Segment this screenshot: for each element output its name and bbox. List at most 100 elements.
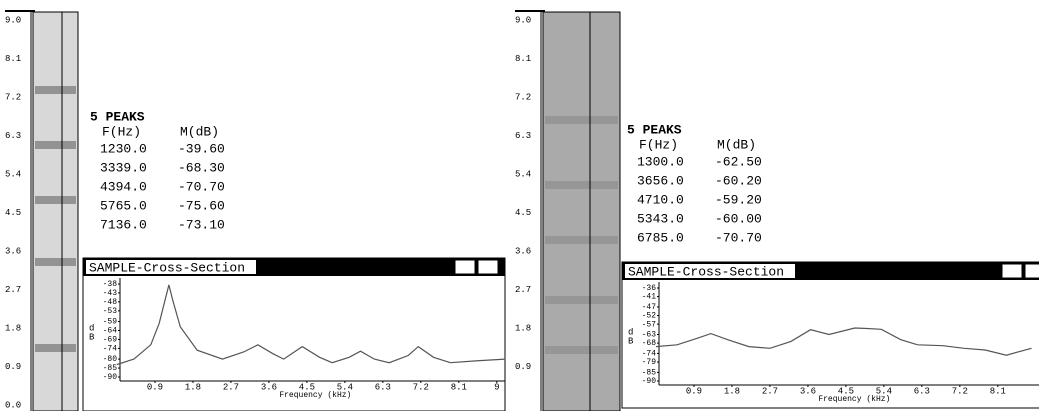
y-tick-label: -90 [642, 377, 657, 386]
y-tick-label: -48 [103, 298, 118, 307]
panel: 9.0 8.1 7.2 6.3 5.4 4.5 3.6 2.7 1.8 0.9 5 PEAKSF(H… [515, 10, 1039, 411]
x-label: Frequency (kHz) [818, 395, 890, 404]
peaks-column: M(dB) [717, 137, 756, 152]
axis-bar [5, 10, 35, 12]
cross-section-curve [655, 327, 1032, 356]
window [82, 257, 506, 411]
peaks-cell: -60.00 [715, 211, 762, 226]
strip-tick-label: 3.6 [5, 246, 21, 256]
peaks-cell: 4394.0 [100, 179, 147, 194]
strip-tick-label: 2.7 [515, 285, 531, 295]
y-tick-label: -68 [642, 339, 657, 348]
strip-tick-label: 7.2 [5, 92, 21, 102]
formant-band [545, 346, 618, 354]
peaks-title: 5 PEAKS [627, 122, 682, 137]
formant-band [545, 296, 618, 304]
strip-tick-label: 0.9 [515, 362, 531, 372]
y-tick-label: -63 [642, 331, 657, 340]
formant-band [35, 141, 76, 149]
x-tick-label: 4.5 [838, 386, 854, 396]
x-tick-label: 2.7 [762, 386, 778, 396]
window-button[interactable] [1001, 263, 1023, 279]
peaks-title: 5 PEAKS [90, 109, 145, 124]
spectrogram-strip [542, 11, 621, 411]
formant-band [35, 344, 76, 352]
peaks-cell: -73.10 [178, 217, 225, 232]
strip-tick-label: 7.2 [515, 92, 531, 102]
y-tick-label: -47 [642, 303, 657, 312]
panel: 9.0 8.1 7.2 6.3 5.4 4.5 3.6 2.7 1.8 0.9 0.0 5 PEAKS… [5, 10, 506, 411]
peaks-cell: 5343.0 [637, 211, 684, 226]
strip-tick-label: 4.5 [515, 208, 531, 218]
y-tick-label: -74 [103, 344, 118, 353]
y-tick-label: -80 [103, 355, 118, 364]
strip-tick-label: 6.3 [515, 131, 531, 141]
x-tick-label: 5.4 [337, 382, 353, 392]
peaks-column: F(Hz) [639, 137, 678, 152]
formant-band [545, 181, 618, 189]
strip-tick-label: 0.9 [5, 362, 21, 372]
window-title: SAMPLE-Cross-Section [89, 260, 245, 275]
peaks-cell: 4710.0 [637, 192, 684, 207]
formant-band [35, 196, 76, 204]
formant-band [35, 258, 76, 266]
y-tick-label: -85 [103, 364, 118, 373]
x-tick-label: 0.9 [147, 382, 163, 392]
strip-tick-label: 9.0 [5, 15, 21, 25]
peaks-cell: 5765.0 [100, 198, 147, 213]
y-label: B [628, 336, 634, 346]
strip-tick-label: 8.1 [5, 54, 21, 64]
peaks-cell: -59.20 [715, 192, 762, 207]
formant-band [35, 86, 76, 94]
x-tick-label: 7.2 [952, 386, 968, 396]
cross-section-curve [116, 284, 506, 366]
peaks-cell: 1300.0 [637, 154, 684, 169]
strip-tick-label: 4.5 [5, 208, 21, 218]
strip-tick-label: 1.8 [5, 323, 21, 333]
x-label: Frequency (kHz) [279, 391, 351, 400]
strip-tick-label: 3.6 [515, 246, 531, 256]
x-tick-label: 2.7 [223, 382, 239, 392]
y-tick-label: -59 [103, 318, 118, 327]
x-tick-label: 9 [494, 382, 499, 392]
formant-band [545, 236, 618, 244]
y-label: B [89, 332, 95, 342]
strip-tick-label: 8.1 [515, 54, 531, 64]
y-tick-label: -79 [642, 358, 657, 367]
peaks-cell: 3656.0 [637, 173, 684, 188]
x-tick-label: 5.4 [876, 386, 892, 396]
y-tick-label: -57 [642, 320, 657, 329]
x-tick-label: 6.3 [914, 386, 930, 396]
window [621, 261, 1039, 409]
x-tick-label: 7.2 [413, 382, 429, 392]
peaks-column: M(dB) [180, 124, 219, 139]
x-tick-label: 8.1 [451, 382, 467, 392]
peaks-cell: -68.30 [178, 160, 225, 175]
x-tick-label: 3.6 [800, 386, 816, 396]
peaks-cell: -70.70 [178, 179, 225, 194]
y-tick-label: -38 [103, 280, 118, 289]
window-button[interactable] [454, 259, 476, 275]
peaks-cell: 7136.0 [100, 217, 147, 232]
y-tick-label: -43 [103, 289, 118, 298]
peaks-cell: -60.20 [715, 173, 762, 188]
y-tick-label: -41 [642, 293, 657, 302]
y-tick-label: -36 [642, 284, 657, 293]
peaks-column: F(Hz) [102, 124, 141, 139]
peaks-cell: -75.60 [178, 198, 225, 213]
peaks-cell: -62.50 [715, 154, 762, 169]
y-tick-label: -64 [103, 327, 118, 336]
y-label: d [628, 327, 633, 337]
y-tick-label: -85 [642, 368, 657, 377]
strip-tick-label: 9.0 [515, 15, 531, 25]
window-button[interactable] [1024, 263, 1039, 279]
y-tick-label: -53 [103, 307, 118, 316]
strip-tick-label: 1.8 [515, 323, 531, 333]
window-button[interactable] [477, 259, 499, 275]
x-tick-label: 6.3 [375, 382, 391, 392]
y-label: d [89, 323, 94, 333]
y-tick-label: -74 [642, 350, 657, 359]
peaks-cell: 6785.0 [637, 230, 684, 245]
